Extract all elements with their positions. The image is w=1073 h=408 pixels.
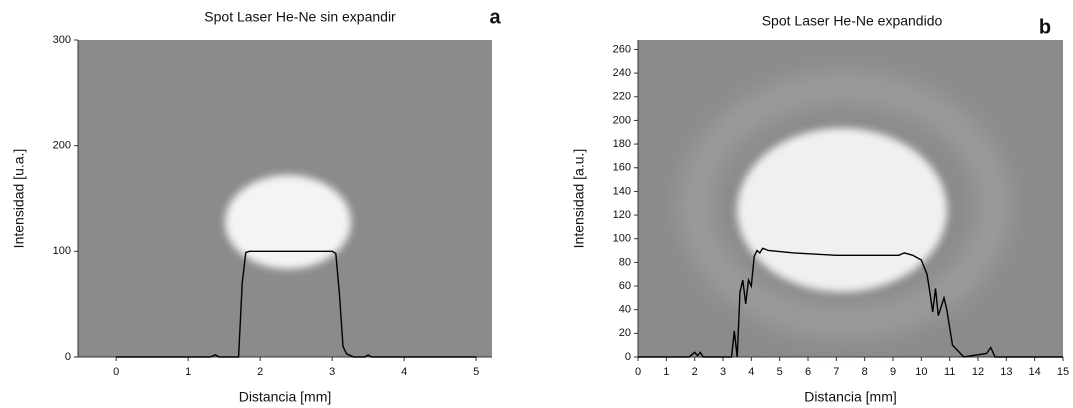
x-tick-label: 5 — [777, 366, 783, 378]
y-tick-label: 200 — [613, 114, 631, 126]
y-tick-label: 80 — [619, 256, 631, 268]
y-tick-label: 140 — [613, 185, 631, 197]
x-tick-label: 4 — [748, 366, 754, 378]
x-tick-label: 10 — [915, 366, 927, 378]
x-tick-label: 0 — [635, 366, 641, 378]
x-tick-label: 7 — [833, 366, 839, 378]
y-tick-label: 60 — [619, 280, 631, 292]
x-tick-label: 3 — [329, 366, 335, 378]
y-tick-label: 160 — [613, 162, 631, 174]
y-tick-label: 220 — [613, 91, 631, 103]
y-tick-label: 200 — [53, 140, 71, 152]
y-tick-label: 40 — [619, 304, 631, 316]
x-tick-label: 5 — [473, 366, 479, 378]
y-tick-label: 20 — [619, 327, 631, 339]
spot-image-b — [638, 40, 1063, 357]
x-tick-label: 1 — [185, 366, 191, 378]
x-tick-label: 9 — [890, 366, 896, 378]
y-tick-label: 0 — [625, 351, 631, 363]
x-tick-label: 2 — [257, 366, 263, 378]
y-tick-label: 120 — [613, 209, 631, 221]
x-tick-label: 12 — [972, 366, 984, 378]
x-tick-label: 4 — [401, 366, 407, 378]
x-tick-label: 3 — [720, 366, 726, 378]
panel-label: b — [1039, 16, 1051, 38]
spot-image-a — [78, 40, 492, 357]
y-tick-label: 260 — [613, 43, 631, 55]
x-tick-label: 15 — [1057, 366, 1069, 378]
x-tick-label: 0 — [113, 366, 119, 378]
y-axis-label: Intensidad [u.a.] — [11, 149, 27, 249]
data-line — [638, 247, 1063, 358]
y-tick-label: 100 — [613, 233, 631, 245]
panel-label: a — [489, 6, 501, 28]
x-tick-label: 2 — [692, 366, 698, 378]
y-tick-label: 300 — [53, 34, 71, 46]
y-tick-label: 240 — [613, 67, 631, 79]
y-tick-label: 0 — [65, 351, 71, 363]
x-tick-label: 11 — [944, 366, 955, 378]
x-axis-label: Distancia [mm] — [239, 389, 332, 405]
data-line — [116, 250, 477, 358]
x-tick-label: 14 — [1029, 366, 1041, 378]
y-axis-label: Intensidad [a.u.] — [571, 149, 587, 249]
chart-title: Spot Laser He-Ne sin expandir — [204, 9, 396, 25]
x-tick-label: 1 — [663, 366, 669, 378]
x-tick-label: 13 — [1000, 366, 1012, 378]
x-tick-label: 6 — [805, 366, 811, 378]
y-tick-label: 100 — [53, 245, 71, 257]
chart-title: Spot Laser He-Ne expandido — [762, 13, 943, 29]
x-axis-label: Distancia [mm] — [804, 389, 897, 405]
x-tick-label: 8 — [862, 366, 868, 378]
y-tick-label: 180 — [613, 138, 631, 150]
